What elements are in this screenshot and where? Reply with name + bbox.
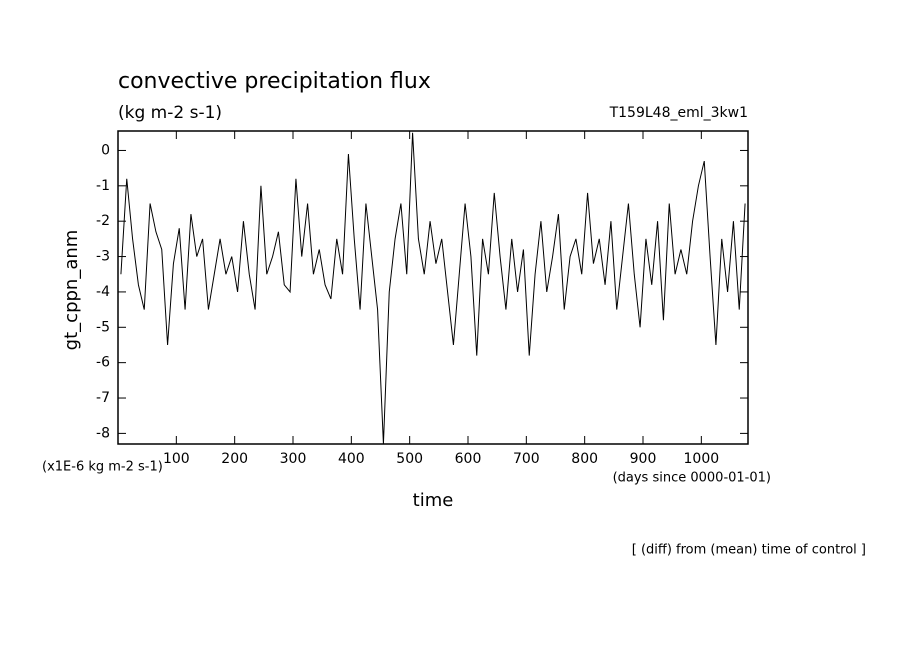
- y-tick-label: -3: [96, 249, 110, 265]
- x-tick-label: 200: [221, 451, 248, 467]
- x-units: (days since 0000-01-01): [613, 471, 771, 486]
- chart-subtitle: (kg m-2 s-1): [118, 103, 222, 123]
- x-tick-label: 500: [396, 451, 423, 467]
- annotation: [ (diff) from (mean) time of control ]: [632, 543, 866, 558]
- y-tick-label: -5: [96, 319, 110, 335]
- x-tick-label: 600: [455, 451, 482, 467]
- y-tick-label: -4: [96, 284, 110, 300]
- x-tick-label: 900: [630, 451, 657, 467]
- x-tick-label: 1000: [684, 451, 720, 467]
- y-tick-label: -8: [96, 425, 110, 441]
- run-label: T159L48_eml_3kw1: [609, 105, 748, 121]
- x-tick-label: 700: [513, 451, 540, 467]
- plot-frame: [117, 130, 749, 445]
- y-tick-label: -7: [96, 390, 110, 406]
- y-tick-label: 0: [101, 142, 110, 158]
- y-units: (x1E-6 kg m-2 s-1): [42, 460, 163, 475]
- chart-title: convective precipitation flux: [118, 69, 431, 94]
- x-tick-label: 800: [571, 451, 598, 467]
- x-tick-label: 400: [338, 451, 365, 467]
- y-tick-label: -2: [96, 213, 110, 229]
- data-line: [120, 132, 746, 445]
- x-tick-label: 300: [280, 451, 307, 467]
- y-axis-label: gt_cppn_anm: [61, 230, 82, 351]
- y-tick-label: -1: [96, 178, 110, 194]
- x-axis-label: time: [413, 490, 454, 511]
- x-tick-label: 100: [163, 451, 190, 467]
- y-tick-label: -6: [96, 355, 110, 371]
